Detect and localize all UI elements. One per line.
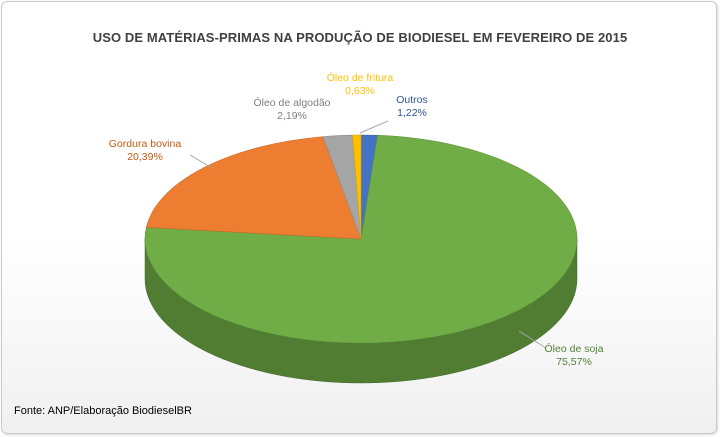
leader-line-outros [359, 120, 389, 134]
label-gordura-bovina: Gordura bovina [109, 138, 182, 150]
pie-slices [144, 134, 578, 344]
label-oleo-de-soja: Óleo de soja [545, 342, 604, 355]
leader-line-gordura-bovina [189, 154, 213, 169]
slice-gordura-bovina [145, 136, 362, 240]
label-oleo-de-fritura: Óleo de fritura [327, 71, 394, 84]
chart-title: USO DE MATÉRIAS-PRIMAS NA PRODUÇÃO DE BI… [92, 30, 628, 45]
label-outros: Outros [396, 94, 428, 106]
source-note: Fonte: ANP/Elaboração BiodieselBR [14, 405, 192, 417]
value-label-oleo-de-algodao: 2,19% [277, 110, 307, 122]
value-label-outros: 1,22% [397, 107, 427, 119]
label-oleo-de-algodao: Óleo de algodão [253, 96, 330, 109]
value-label-gordura-bovina: 20,39% [127, 151, 163, 163]
value-label-oleo-de-fritura: 0,63% [345, 85, 375, 97]
slice-oleo-de-fritura [352, 134, 362, 240]
leader-line-oleo-de-soja [518, 330, 547, 349]
label-leader-lines [189, 120, 547, 349]
value-label-oleo-de-soja: 75,57% [556, 356, 592, 368]
